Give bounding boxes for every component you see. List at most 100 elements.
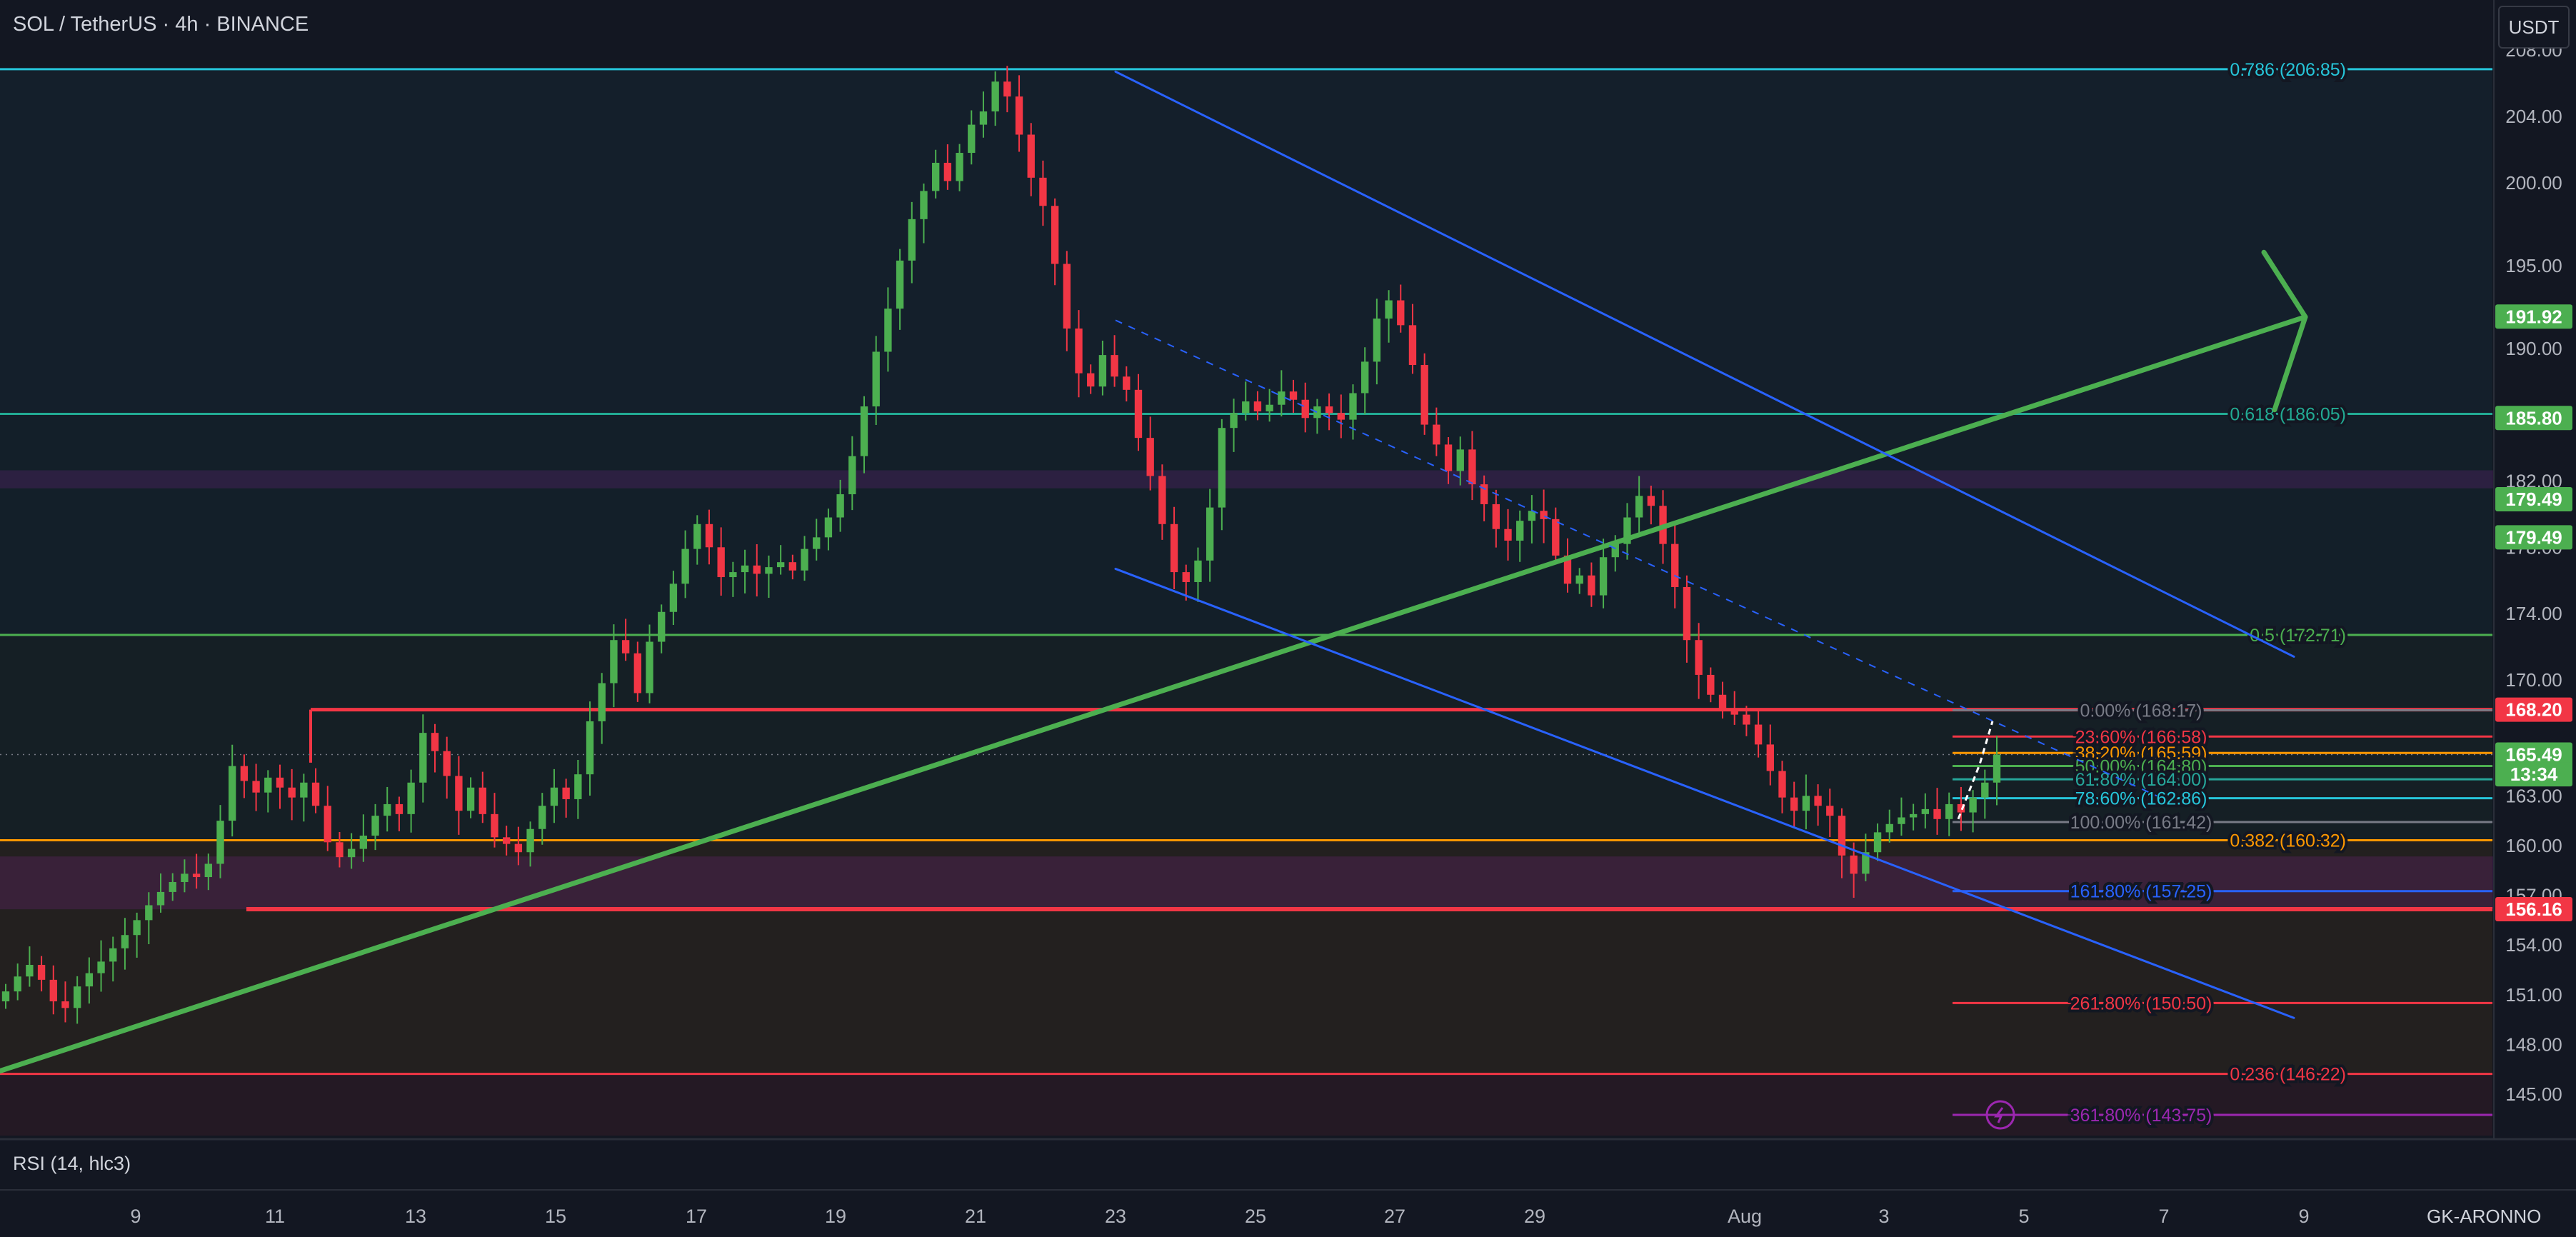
candle-22 xyxy=(264,777,272,793)
price-tick-12: 154.00 xyxy=(2505,934,2562,956)
candle-56 xyxy=(669,584,678,612)
candle-3 xyxy=(37,965,46,980)
candle-81 xyxy=(968,124,976,154)
candle-72 xyxy=(860,406,868,456)
candle-151 xyxy=(1802,796,1810,811)
candle-116 xyxy=(1385,300,1393,319)
rsi-indicator-label[interactable]: RSI (14, hlc3) xyxy=(13,1153,131,1174)
time-tick-2: 13 xyxy=(405,1206,426,1227)
candle-152 xyxy=(1814,796,1822,806)
time-tick-10: 29 xyxy=(1524,1206,1545,1227)
fib-label-0: 0.786 (206.85) xyxy=(2230,60,2346,80)
candle-126 xyxy=(1504,529,1512,541)
candle-48 xyxy=(574,774,582,799)
candle-19 xyxy=(229,766,236,821)
price-badge-4 xyxy=(2495,697,2572,722)
candle-28 xyxy=(336,842,344,858)
candle-51 xyxy=(610,640,618,683)
candle-29 xyxy=(347,848,356,858)
candle-73 xyxy=(872,351,880,407)
price-badge-label-3: 179.49 xyxy=(2505,526,2562,548)
candle-124 xyxy=(1480,484,1488,504)
candle-142 xyxy=(1695,640,1703,675)
candle-78 xyxy=(932,162,940,191)
candle-94 xyxy=(1123,376,1131,390)
candle-167 xyxy=(1993,754,2001,783)
time-tick-6: 21 xyxy=(965,1206,986,1227)
candle-66 xyxy=(788,562,797,571)
price-tick-15: 145.00 xyxy=(2505,1083,2562,1105)
candle-133 xyxy=(1588,575,1595,596)
candle-50 xyxy=(598,683,606,721)
candle-31 xyxy=(371,816,379,836)
candle-148 xyxy=(1766,744,1774,771)
fib-band-382 xyxy=(0,840,2492,1074)
time-tick-1: 11 xyxy=(265,1206,285,1227)
candle-156 xyxy=(1862,852,1870,874)
price-badge-3 xyxy=(2495,525,2572,550)
candle-112 xyxy=(1337,413,1345,420)
candle-15 xyxy=(181,873,189,882)
candle-128 xyxy=(1528,511,1536,521)
candle-76 xyxy=(908,219,916,261)
fib-ext-label-1: 23.60% (166.58) xyxy=(2075,727,2207,747)
candle-137 xyxy=(1635,496,1643,518)
candle-122 xyxy=(1456,449,1464,471)
candle-147 xyxy=(1754,724,1763,745)
candle-103 xyxy=(1230,413,1238,429)
zone-resistance-band xyxy=(0,470,2493,489)
candle-132 xyxy=(1575,575,1583,584)
time-tick-15: 9 xyxy=(2298,1206,2309,1227)
candle-4 xyxy=(49,979,57,1002)
time-tick-4: 17 xyxy=(686,1206,707,1227)
candle-119 xyxy=(1420,365,1428,425)
price-tick-4: 190.00 xyxy=(2505,338,2562,359)
time-tick-14: 7 xyxy=(2158,1206,2169,1227)
candle-33 xyxy=(395,803,404,814)
trendline-channel-top xyxy=(1114,70,2295,658)
candle-8 xyxy=(97,961,105,973)
candle-35 xyxy=(419,733,427,783)
candle-90 xyxy=(1075,328,1083,374)
candle-64 xyxy=(765,567,773,574)
candle-159 xyxy=(1898,817,1905,824)
time-tick-11: Aug xyxy=(1728,1206,1762,1227)
fib-ext-label-9: 361.80% (143.75) xyxy=(2070,1106,2212,1126)
candle-17 xyxy=(204,863,212,878)
price-tick-14: 148.00 xyxy=(2505,1033,2562,1055)
candle-154 xyxy=(1838,816,1846,856)
candle-67 xyxy=(801,549,808,571)
candle-125 xyxy=(1492,504,1500,529)
candle-53 xyxy=(633,653,641,693)
candle-71 xyxy=(848,456,856,495)
currency-button[interactable]: USDT xyxy=(2498,6,2570,49)
price-tick-9: 163.00 xyxy=(2505,785,2562,806)
price-badge-label-0: 191.92 xyxy=(2505,306,2562,327)
candle-155 xyxy=(1850,855,1858,874)
time-tick-7: 23 xyxy=(1105,1206,1126,1227)
candle-5 xyxy=(61,1001,69,1008)
alert-icon xyxy=(1985,1100,2015,1130)
fib-ext-label-3: 50.00% (164.80) xyxy=(2075,757,2207,777)
candle-18 xyxy=(216,821,224,864)
price-badge-label-2: 179.49 xyxy=(2505,489,2562,510)
candle-127 xyxy=(1516,521,1524,541)
candle-61 xyxy=(729,572,737,578)
fib-label-2: 0.5 (172.71) xyxy=(2250,626,2346,646)
price-tick-2: 200.00 xyxy=(2505,172,2562,194)
candle-102 xyxy=(1218,428,1226,508)
price-tick-8: 170.00 xyxy=(2505,669,2562,691)
time-tick-8: 25 xyxy=(1245,1206,1266,1227)
candle-45 xyxy=(538,806,546,829)
price-tick-3: 195.00 xyxy=(2505,255,2562,276)
candle-46 xyxy=(550,787,558,806)
candle-0 xyxy=(1,991,10,1002)
fib-band-236 xyxy=(0,1073,2492,1136)
fib-ext-label-7: 161.80% (157.25) xyxy=(2070,882,2212,902)
time-axis xyxy=(0,1190,2576,1237)
price-badge-label-5: 165.49 xyxy=(2505,744,2562,766)
price-badge-label-4: 168.20 xyxy=(2505,699,2562,721)
candle-158 xyxy=(1885,823,1893,833)
candle-40 xyxy=(478,787,486,814)
